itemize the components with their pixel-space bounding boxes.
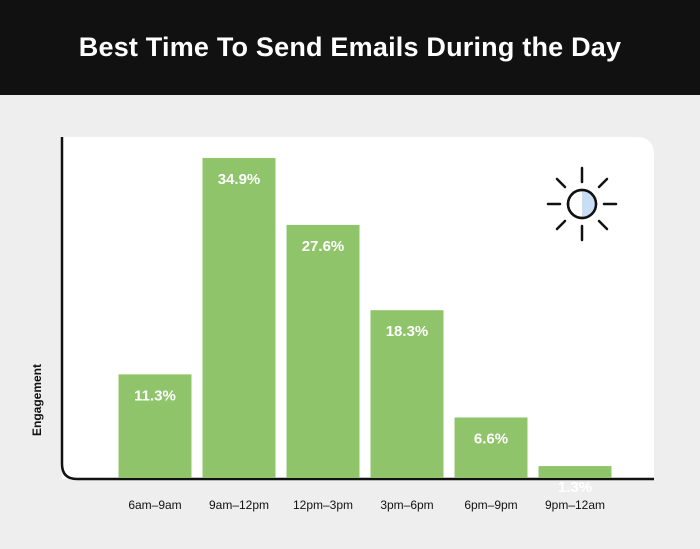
x-tick-label-2: 12pm–3pm [293,498,353,512]
x-tick-labels: 6am–9am 9am–12pm 12pm–3pm 3pm–6pm 6pm–9pm 9pm… [128,498,605,512]
bar-5 [538,466,612,478]
x-tick-label-5: 9pm–12am [545,498,605,512]
y-axis-label: Engagement [30,363,45,437]
bar-3 [370,310,444,478]
bar-value-label-1: 34.9% [218,171,261,188]
bar-value-label-3: 18.3% [386,323,429,340]
bar-0 [118,374,192,478]
bars: 11.3% 34.9% 27.6% 18.3% 6.6% 1.3% [118,157,612,496]
bar-2 [286,224,360,478]
bar-chart: 11.3% 34.9% 27.6% 18.3% 6.6% 1.3% 6am–9am 9am–… [60,137,654,512]
chart-axis [60,137,654,481]
bar-value-label-5: 1.3% [558,479,592,496]
bar-value-label-0: 11.3% [134,387,176,404]
bar-value-label-4: 6.6% [474,430,508,447]
sun-icon [546,166,618,242]
x-tick-label-4: 6pm–9pm [464,498,517,512]
y-axis-label-wrap: Engagement [22,335,52,465]
bar-1 [202,157,276,479]
chart-header: Best Time To Send Emails During the Day [0,0,700,95]
chart-title: Best Time To Send Emails During the Day [78,32,622,62]
bar-4 [454,417,528,478]
x-tick-label-0: 6am–9am [128,498,181,512]
bar-value-label-2: 27.6% [302,238,345,255]
x-tick-label-1: 9am–12pm [209,498,269,512]
chart-area: 11.3% 34.9% 27.6% 18.3% 6.6% 1.3% 6am–9am 9am–… [0,95,700,544]
x-tick-label-3: 3pm–6pm [380,498,433,512]
